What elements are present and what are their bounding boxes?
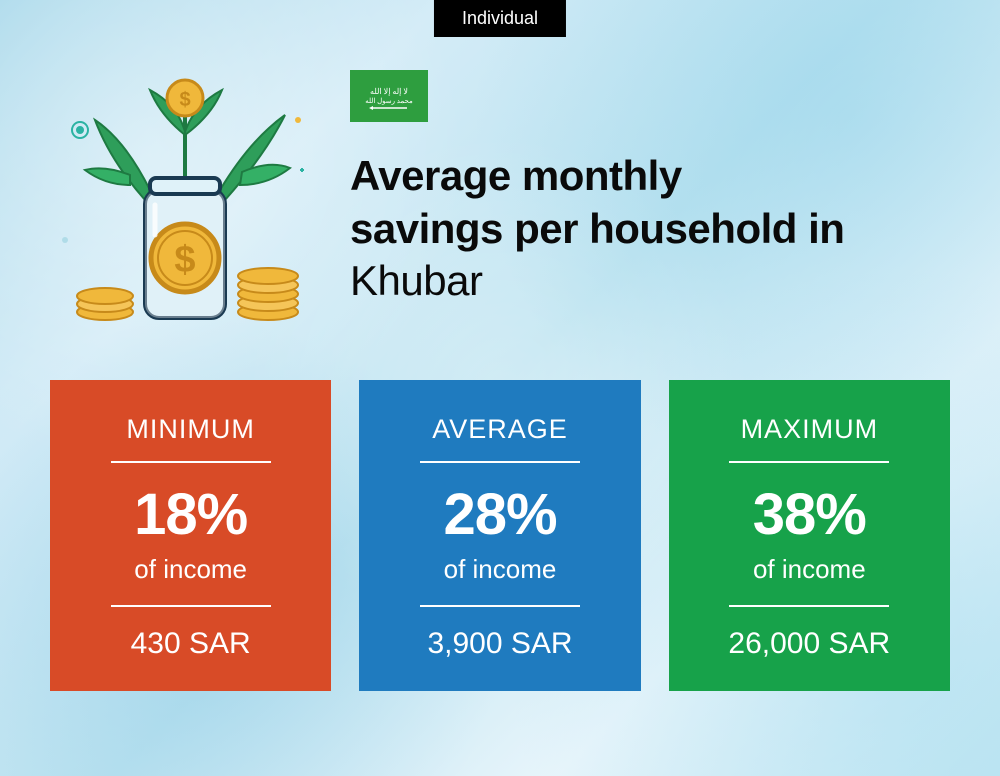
- svg-text:محمد رسول الله: محمد رسول الله: [365, 97, 413, 105]
- card-subtext: of income: [134, 554, 247, 585]
- divider: [111, 605, 271, 607]
- header: $ $ لا إله إلا الله محمد رسول الله: [0, 0, 1000, 360]
- divider: [420, 461, 580, 463]
- saudi-flag-icon: لا إله إلا الله محمد رسول الله: [350, 70, 428, 122]
- coin-stack-right: [238, 268, 298, 320]
- svg-text:$: $: [174, 239, 195, 281]
- card-amount: 3,900 SAR: [427, 627, 572, 661]
- card-subtext: of income: [444, 554, 557, 585]
- divider: [420, 605, 580, 607]
- divider: [729, 605, 889, 607]
- card-label: MINIMUM: [126, 414, 254, 445]
- savings-jar-icon: $: [145, 178, 225, 318]
- coin-stack-left: [77, 288, 133, 320]
- card-amount: 430 SAR: [131, 627, 251, 661]
- title-block: لا إله إلا الله محمد رسول الله Average m…: [350, 60, 950, 308]
- card-percent: 38%: [753, 481, 866, 548]
- stat-cards: MINIMUM 18% of income 430 SAR AVERAGE 28…: [0, 360, 1000, 741]
- card-percent: 18%: [134, 481, 247, 548]
- svg-text:لا إله إلا الله: لا إله إلا الله: [370, 87, 408, 96]
- svg-text:$: $: [179, 89, 190, 111]
- divider: [729, 461, 889, 463]
- card-subtext: of income: [753, 554, 866, 585]
- card-amount: 26,000 SAR: [728, 627, 890, 661]
- card-label: MAXIMUM: [741, 414, 879, 445]
- divider: [111, 461, 271, 463]
- card-maximum: MAXIMUM 38% of income 26,000 SAR: [669, 380, 950, 691]
- page-title: Average monthly savings per household in…: [350, 150, 950, 308]
- savings-illustration: $ $: [50, 60, 320, 330]
- title-line-2: savings per household in: [350, 205, 844, 252]
- card-label: AVERAGE: [432, 414, 568, 445]
- card-minimum: MINIMUM 18% of income 430 SAR: [50, 380, 331, 691]
- card-percent: 28%: [443, 481, 556, 548]
- card-average: AVERAGE 28% of income 3,900 SAR: [359, 380, 640, 691]
- title-line-1: Average monthly: [350, 152, 682, 199]
- title-city: Khubar: [350, 257, 482, 304]
